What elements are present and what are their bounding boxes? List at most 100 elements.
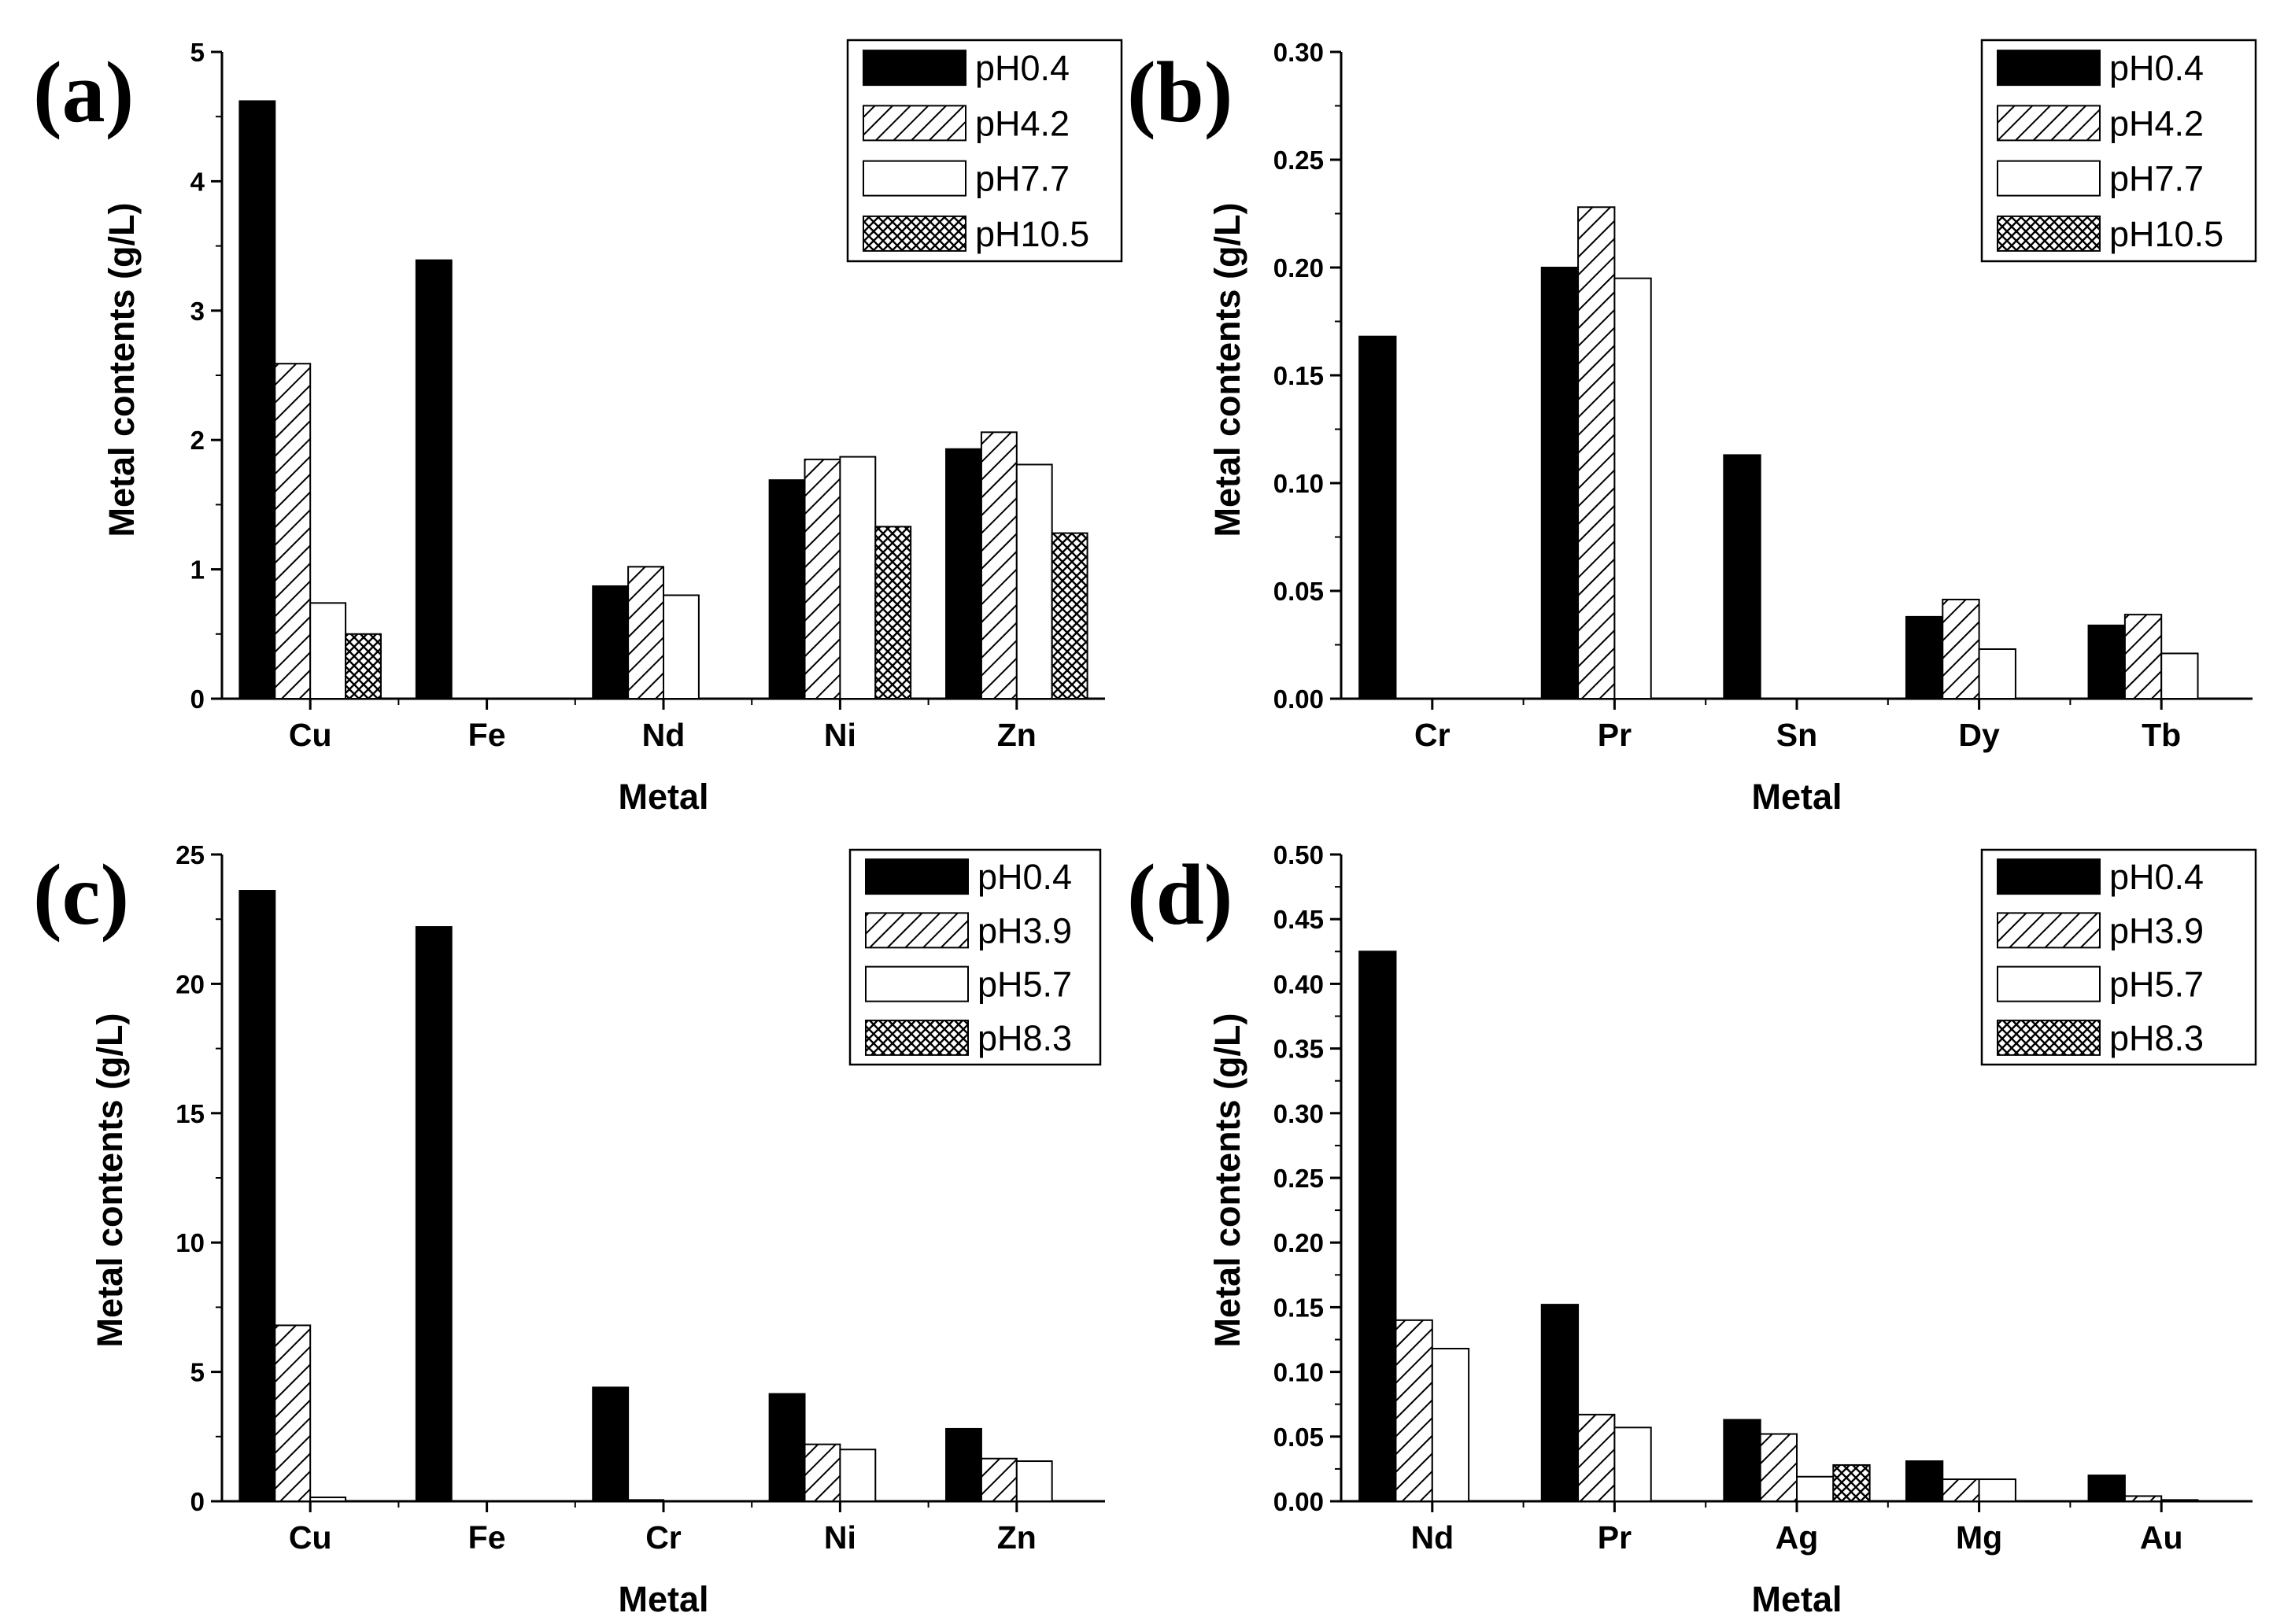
bar-pH4.2-Zn (980, 431, 1018, 699)
bar-pH0.4-Cr (1358, 335, 1397, 699)
bar-pH0.4-Zn (945, 1427, 982, 1503)
bar-pH7.7-Dy (1978, 648, 2016, 699)
legend-label: pH7.7 (975, 159, 1070, 199)
legend-swatch (865, 965, 969, 1002)
bar-pH4.2-Cu (274, 363, 312, 699)
legend: pH0.4 pH3.9 pH5.7 pH8.3 (1980, 848, 2257, 1066)
x-tick-label: Nd (642, 717, 686, 753)
panel-label: (b) (1127, 44, 1233, 140)
x-tick-label: Cr (1414, 717, 1451, 753)
x-tick-label: Tb (2142, 717, 2181, 753)
y-tick-label: 0.50 (1273, 840, 1324, 869)
y-tick-label: 25 (176, 840, 205, 869)
bar-pH5.7-Mg (1978, 1478, 2016, 1503)
y-axis-title: Metal contents (g/L) (102, 203, 142, 537)
bar-pH8.3-Ag (1832, 1463, 1871, 1503)
x-tick-label: Ni (824, 1519, 856, 1556)
legend-label: pH0.4 (978, 857, 1072, 897)
bar-pH0.4-Au (2087, 1475, 2126, 1502)
bar-pH5.7-Cu (309, 1497, 347, 1502)
legend: pH0.4 pH4.2 pH7.7 pH10.5 (846, 39, 1123, 263)
y-tick-label: 5 (190, 38, 205, 67)
legend: pH0.4 pH3.9 pH5.7 pH8.3 (848, 848, 1102, 1066)
x-tick-label: Ag (1776, 1519, 1819, 1556)
x-axis-title: Metal (1751, 777, 1842, 817)
legend-swatch (1997, 215, 2101, 252)
x-axis-title: Metal (618, 777, 708, 817)
bar-pH7.7-Pr (1613, 277, 1652, 699)
bar-pH0.4-Nd (592, 585, 630, 699)
legend-label: pH0.4 (2109, 48, 2204, 88)
chart-panel-0: (a) 0 1 2 3 4 5 Cu Fe Nd Ni Zn Metal Metal contents (… (33, 38, 1123, 817)
y-tick-label: 15 (176, 1099, 205, 1128)
legend-swatch (865, 912, 969, 949)
panel-label: (c) (33, 847, 129, 943)
x-tick-label: Pr (1598, 717, 1632, 753)
bar-pH0.4-Fe (415, 926, 453, 1502)
y-tick-label: 0.40 (1273, 969, 1324, 998)
x-tick-label: Zn (997, 1519, 1037, 1556)
bar-pH10.5-Ni (874, 526, 912, 700)
y-tick-label: 3 (190, 297, 205, 326)
y-tick-label: 0.05 (1273, 1423, 1324, 1452)
y-tick-label: 0.20 (1273, 253, 1324, 282)
bar-pH0.4-Cu (238, 100, 276, 700)
y-tick-label: 0.30 (1273, 1099, 1324, 1128)
legend-label: pH8.3 (978, 1018, 1072, 1058)
legend-label: pH10.5 (2109, 214, 2223, 254)
legend-swatch (863, 105, 966, 142)
bar-pH3.9-Cr (627, 1499, 664, 1502)
legend-swatch (1997, 160, 2101, 197)
bar-pH0.4-Zn (945, 448, 982, 699)
bar-pH3.9-Cu (274, 1324, 312, 1503)
bar-pH3.9-Nd (1395, 1319, 1433, 1502)
bar-pH5.7-Zn (1015, 1460, 1053, 1503)
x-tick-label: Mg (1956, 1519, 2002, 1556)
y-tick-label: 0.05 (1273, 577, 1324, 606)
x-tick-label: Dy (1958, 717, 2000, 753)
bar-pH0.4-Fe (415, 259, 453, 699)
x-tick-label: Ni (824, 717, 856, 753)
legend-swatch (863, 50, 966, 87)
bar-pH0.4-Ag (1723, 1419, 1761, 1502)
chart-panel-1: (b) 0.00 0.05 0.10 0.15 0.20 0.25 0.30 Cr Pr Sn Dy T… (1127, 38, 2257, 817)
legend-label: pH0.4 (2109, 857, 2204, 897)
legend-label: pH10.5 (975, 214, 1089, 254)
x-tick-label: Nd (1410, 1519, 1454, 1556)
y-tick-label: 0 (190, 1487, 205, 1516)
bar-pH10.5-Cu (345, 633, 382, 699)
bar-pH5.7-Ni (839, 1449, 877, 1502)
y-tick-label: 0.35 (1273, 1035, 1324, 1064)
bar-pH0.4-Sn (1723, 454, 1761, 699)
bar-pH4.2-Pr (1577, 206, 1616, 699)
x-tick-label: Cu (289, 717, 332, 753)
legend-label: pH0.4 (975, 48, 1070, 88)
bar-pH0.4-Mg (1905, 1460, 1944, 1503)
y-tick-label: 0.15 (1273, 361, 1324, 390)
bar-pH3.9-Ag (1759, 1433, 1798, 1502)
panel-label: (a) (33, 44, 134, 140)
legend-label: pH4.2 (2109, 103, 2204, 143)
x-tick-label: Fe (468, 717, 506, 753)
legend-swatch (1997, 912, 2101, 949)
bar-pH0.4-Cr (592, 1386, 630, 1502)
bar-pH3.9-Ni (804, 1443, 841, 1502)
bar-pH7.7-Nd (663, 594, 700, 699)
x-tick-label: Au (2140, 1519, 2183, 1556)
x-tick-label: Fe (468, 1519, 506, 1556)
y-tick-label: 0.45 (1273, 905, 1324, 934)
bar-pH4.2-Tb (2123, 614, 2163, 700)
bar-pH4.2-Dy (1942, 598, 1980, 700)
legend-label: pH5.7 (978, 965, 1072, 1005)
x-tick-label: Cu (289, 1519, 332, 1556)
bar-pH5.7-Au (2160, 1499, 2199, 1502)
x-tick-label: Zn (997, 717, 1037, 753)
bar-pH0.4-Nd (1358, 950, 1397, 1503)
y-tick-label: 20 (176, 969, 205, 998)
legend-swatch (863, 160, 966, 197)
y-axis-title: Metal contents (g/L) (1207, 203, 1247, 537)
legend-swatch (865, 1019, 969, 1056)
bar-pH0.4-Cu (238, 890, 276, 1502)
bar-pH0.4-Dy (1905, 615, 1944, 700)
